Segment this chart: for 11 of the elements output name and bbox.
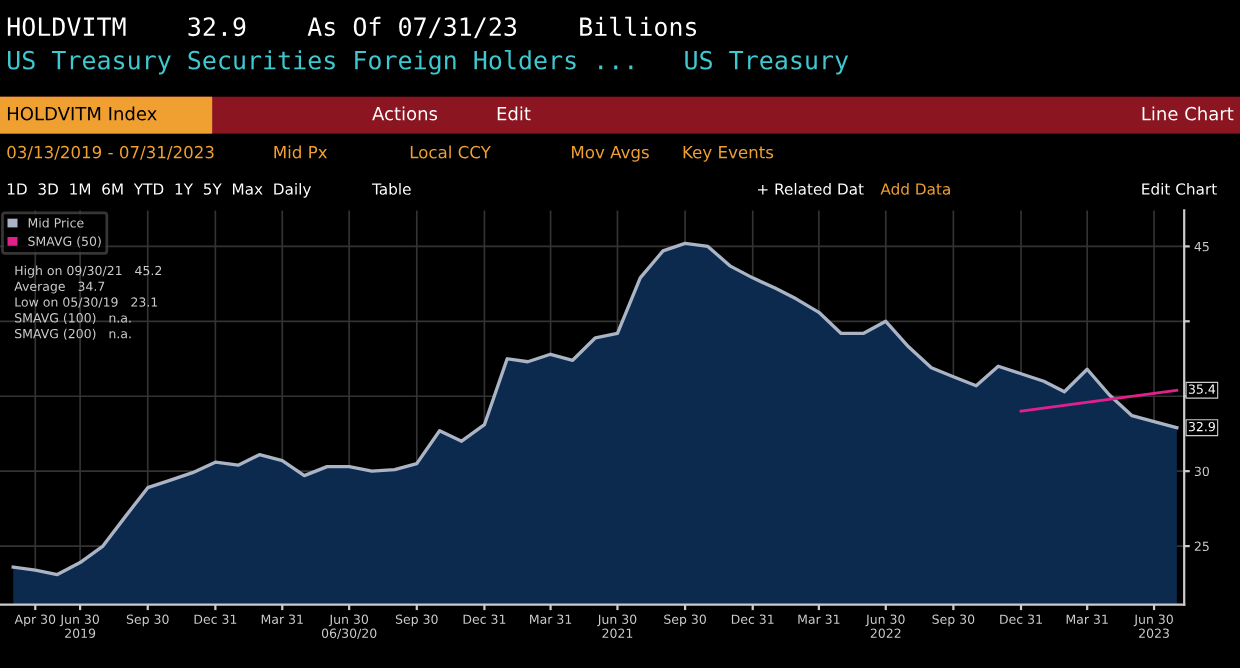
- chart-title: HOLDVITM 32.9 As Of 07/31/23 Billions: [7, 16, 697, 39]
- text: Line Chart: [1142, 106, 1234, 121]
- text: HOLDVITM Index: [7, 106, 157, 121]
- chart-subtitle: US Treasury Securities Foreign Holders ... US Treasury: [7, 50, 849, 75]
- text: 03/13/2019 - 07/31/2023: [7, 145, 214, 160]
- text: Edit: [497, 106, 531, 121]
- text: Key Events: [683, 146, 774, 162]
- text: Actions: [372, 106, 438, 121]
- text: Mov Avgs: [572, 146, 649, 162]
- text: Local CCY: [410, 145, 491, 159]
- text: Mid Px: [274, 145, 328, 159]
